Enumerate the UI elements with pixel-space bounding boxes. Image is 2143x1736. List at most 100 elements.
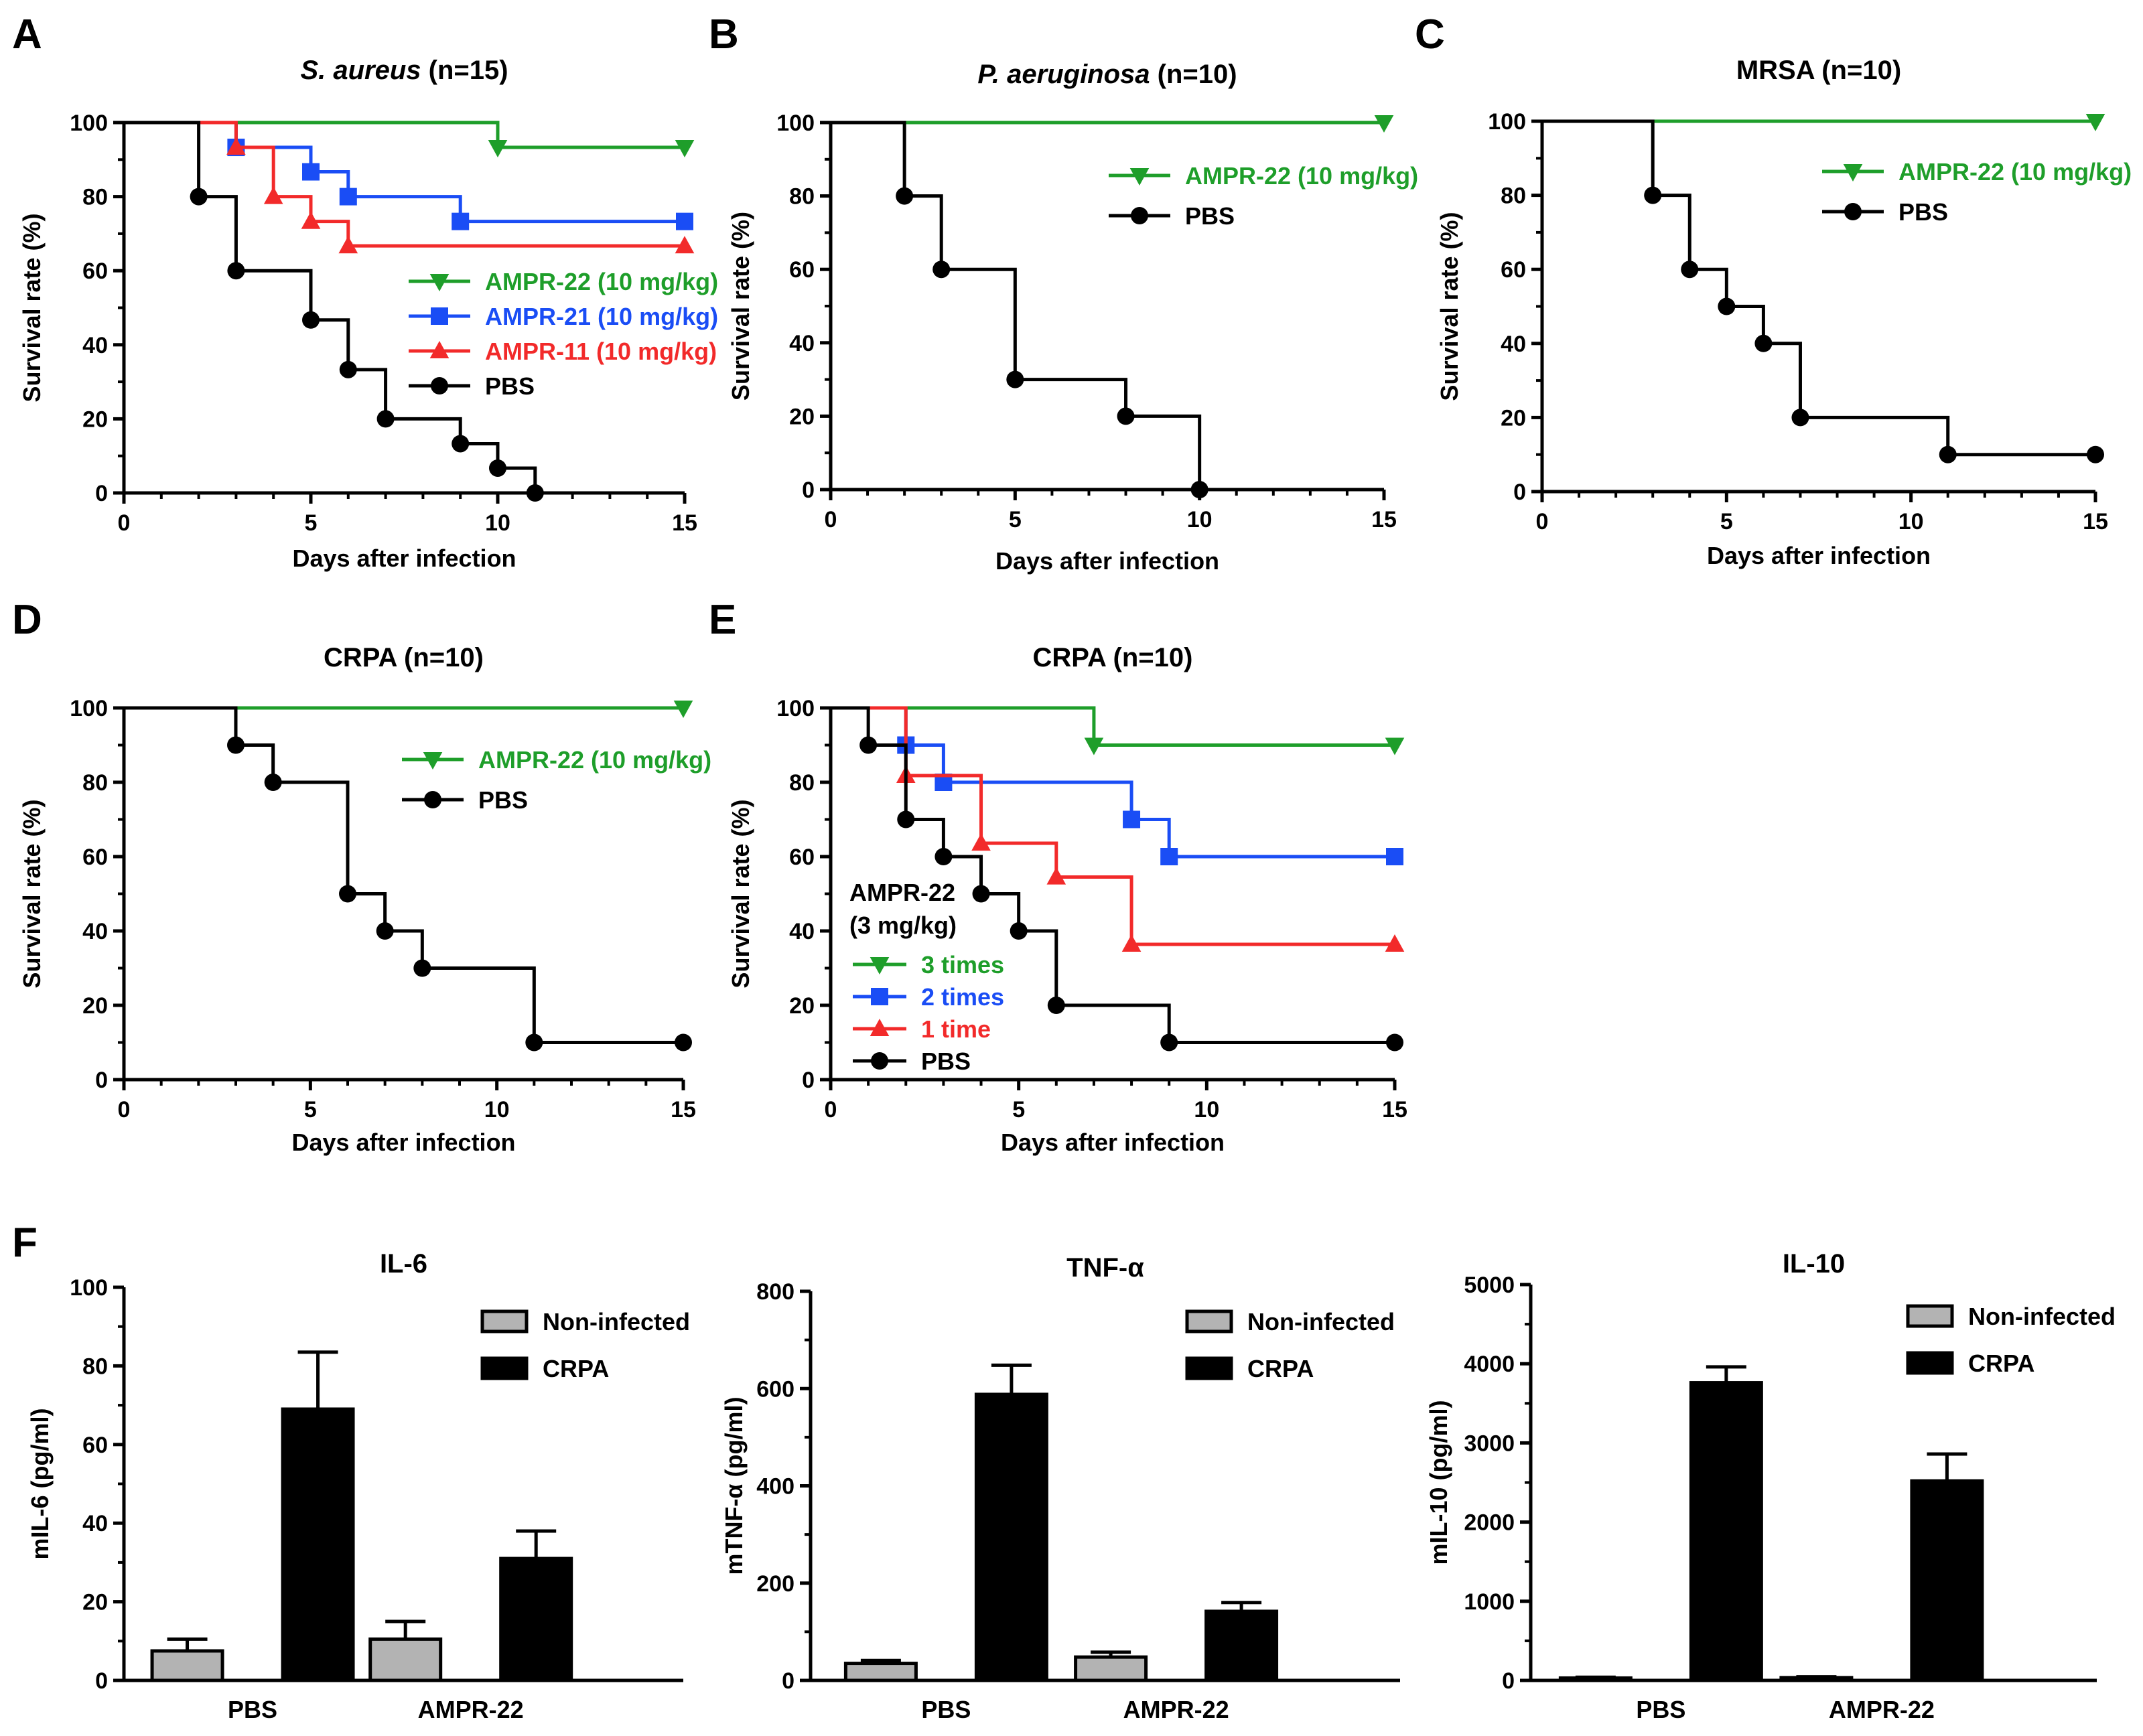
data-point-1-time [971, 833, 991, 851]
legend-a: AMPR-22 (10 mg/kg) AMPR-21 (10 mg/kg) AMPR… [409, 268, 718, 400]
y-tick-label-f3: 4000 [1464, 1352, 1515, 1377]
y-tick-label-f3: 3000 [1464, 1431, 1515, 1456]
legend-d: AMPR-22 (10 mg/kg) PBS [402, 746, 711, 814]
data-point-ampr-11-10-mg-kg [675, 236, 695, 254]
panel-letter-e: E [709, 597, 736, 643]
y-axis-label-b: Survival rate (%) [727, 212, 754, 401]
legend-label-crpa: CRPA [543, 1355, 609, 1382]
data-point-pbs [376, 922, 394, 940]
y-tick-label-d: 20 [82, 993, 108, 1019]
data-point-pbs [859, 736, 878, 754]
series-line-2-times [831, 706, 1395, 859]
data-point-ampr-11-10-mg-kg [226, 137, 246, 155]
y-tick-label-b: 0 [802, 478, 815, 503]
series-line-ampr-21-10-mg-kg [124, 121, 685, 224]
legend-swatch-non-infected [1185, 1309, 1233, 1333]
data-point-3-times [1084, 737, 1104, 755]
legend-marker-1-time [870, 1019, 890, 1037]
x-tick-label-a: 15 [672, 510, 697, 536]
y-tick-label-e: 40 [789, 919, 815, 944]
legend-marker-ampr-22-10-mg-kg [423, 751, 443, 770]
x-tick-label-b: 10 [1187, 507, 1213, 532]
y-axis-label-a: Survival rate (%) [18, 213, 46, 402]
data-point-ampr-11-10-mg-kg [338, 236, 358, 254]
chart-title-e: CRPA (n=10) [1033, 643, 1193, 672]
chart-title-f3: IL-10 [1783, 1249, 1845, 1279]
data-point-pbs [1718, 297, 1736, 315]
data-point-ampr-22-10-mg-kg [2085, 113, 2105, 131]
y-tick-label-e: 60 [789, 845, 815, 870]
legend-f3: Non-infected CRPA [1906, 1303, 2116, 1377]
y-tick-label-f2: 600 [756, 1376, 794, 1402]
data-point-pbs [2087, 445, 2104, 463]
y-tick-label-a: 100 [70, 111, 108, 136]
legend-marker-ampr-22-10-mg-kg [1843, 163, 1863, 182]
y-tick-label-d: 100 [70, 696, 108, 721]
x-category-label-ampr-22: AMPR-22 [1123, 1696, 1229, 1723]
data-point-pbs [1791, 409, 1809, 427]
x-tick-label-e: 0 [825, 1097, 837, 1123]
legend-label-crpa: CRPA [1968, 1350, 2034, 1377]
bar-non-infected-pbs [843, 1662, 918, 1682]
x-tick-label-e: 15 [1382, 1097, 1407, 1123]
chart-title-a: S. aureus (n=15) [300, 56, 508, 85]
y-tick-label-e: 20 [789, 993, 815, 1019]
bar-crpa-ampr-22 [1204, 1609, 1279, 1682]
data-point-pbs [525, 1033, 543, 1052]
survival-chart-d: CRPA (n=10) D 0 20 40 60 80 100 0 5 10 15 Days after… [12, 597, 711, 1156]
legend-f2: Non-infected CRPA [1185, 1308, 1395, 1382]
data-point-pbs [675, 1033, 692, 1052]
legend-label-ampr-11-10-mg-kg: AMPR-11 (10 mg/kg) [485, 338, 717, 365]
y-tick-label-c: 40 [1501, 332, 1526, 357]
panel-letter-c: C [1415, 11, 1445, 58]
panel-letter-b: B [709, 11, 739, 58]
legend-b: AMPR-22 (10 mg/kg) PBS [1109, 162, 1418, 230]
x-tick-label-e: 5 [1012, 1097, 1025, 1123]
y-tick-label-b: 60 [789, 257, 815, 283]
data-point-pbs [227, 736, 245, 754]
legend-swatch-non-infected [1906, 1304, 1954, 1328]
series-line-ampr-11-10-mg-kg [124, 121, 685, 248]
x-category-label-pbs: PBS [228, 1696, 277, 1723]
legend-marker-ampr-21-10-mg-kg [431, 307, 448, 325]
y-tick-label-a: 40 [82, 333, 108, 358]
x-tick-label-d: 10 [484, 1097, 510, 1123]
data-point-pbs [1117, 407, 1135, 425]
data-point-pbs [1160, 1033, 1178, 1052]
bar-non-infected-ampr-22 [368, 1637, 443, 1682]
y-tick-label-a: 20 [82, 407, 108, 432]
y-tick-label-f2: 0 [782, 1668, 794, 1694]
y-tick-label-b: 40 [789, 331, 815, 356]
y-tick-label-f3: 2000 [1464, 1510, 1515, 1536]
chart-title-text-b: (n=10) [1150, 60, 1237, 89]
legend-marker-ampr-22-10-mg-kg [1129, 167, 1150, 186]
data-point-pbs [339, 360, 357, 378]
bar-non-infected-pbs [150, 1649, 224, 1682]
y-tick-label-c: 100 [1488, 109, 1526, 135]
legend-label-pbs: PBS [1898, 198, 1948, 226]
data-point-2-times [1123, 810, 1141, 828]
x-tick-label-b: 5 [1009, 507, 1022, 532]
x-tick-label-c: 10 [1898, 509, 1924, 534]
y-tick-label-a: 0 [95, 481, 108, 506]
y-tick-label-f1: 40 [82, 1511, 108, 1536]
survival-chart-e: CRPA (n=10) E 0 20 40 60 80 100 0 5 10 15 Days after… [709, 597, 1407, 1156]
chart-title-b: P. aeruginosa (n=10) [977, 60, 1237, 89]
data-point-1-time [1121, 934, 1142, 952]
bar-crpa-pbs [1689, 1381, 1763, 1682]
bar-crpa-pbs [281, 1407, 355, 1682]
x-tick-label-c: 15 [2083, 509, 2108, 534]
x-category-label-ampr-22: AMPR-22 [418, 1696, 524, 1723]
legend-label-non-infected: Non-infected [1247, 1308, 1395, 1335]
x-axis-label-b: Days after infection [995, 547, 1219, 575]
legend-label-non-infected: Non-infected [543, 1308, 690, 1335]
data-point-pbs [376, 410, 395, 428]
chart-title-organism-b: P. aeruginosa [977, 60, 1150, 89]
legend-label-ampr-22-10-mg-kg: AMPR-22 (10 mg/kg) [1185, 162, 1418, 190]
legend-label-ampr-22-10-mg-kg: AMPR-22 (10 mg/kg) [478, 746, 711, 774]
data-point-pbs [302, 311, 320, 329]
data-point-1-time [1046, 867, 1066, 885]
y-tick-label-f3: 1000 [1464, 1589, 1515, 1615]
survival-chart-c: MRSA (n=10) C 0 20 40 60 80 100 0 5 10 15 Days after… [1415, 11, 2132, 569]
y-tick-label-b: 20 [789, 404, 815, 429]
